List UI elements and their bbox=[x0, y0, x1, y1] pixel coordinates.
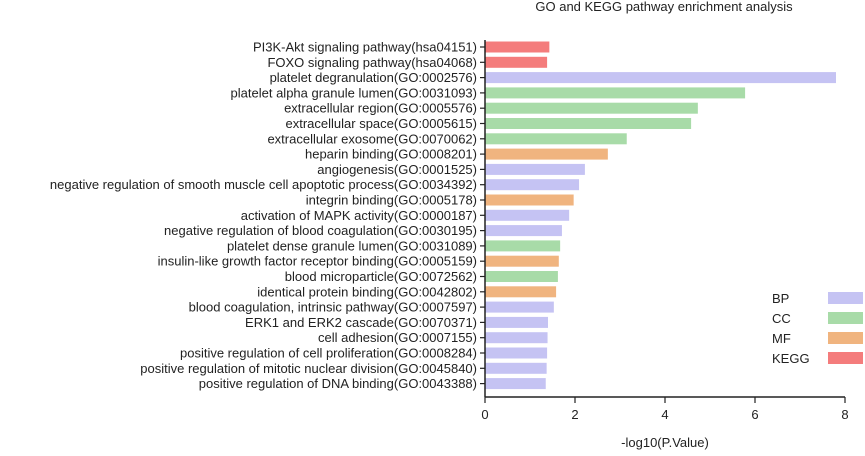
bar-label: extracellular space(GO:0005615) bbox=[286, 116, 478, 131]
bar bbox=[485, 87, 746, 99]
bar-label: FOXO signaling pathway(hsa04068) bbox=[267, 55, 477, 70]
bar-label: negative regulation of smooth muscle cel… bbox=[50, 177, 477, 192]
legend-label: CC bbox=[772, 311, 791, 326]
bar-label: blood microparticle(GO:0072562) bbox=[285, 269, 477, 284]
bar bbox=[485, 301, 554, 313]
bar-label: insulin-like growth factor receptor bind… bbox=[158, 254, 477, 269]
x-tick-label: 6 bbox=[751, 407, 758, 422]
legend-swatch bbox=[828, 312, 863, 324]
bar-label: positive regulation of cell proliferatio… bbox=[180, 346, 477, 361]
x-axis-label: -log10(P.Value) bbox=[621, 435, 709, 450]
bar-label: integrin binding(GO:0005178) bbox=[306, 193, 477, 208]
bar bbox=[485, 286, 557, 298]
legend-label: BP bbox=[772, 291, 789, 306]
bar bbox=[485, 316, 548, 328]
x-tick-label: 8 bbox=[841, 407, 848, 422]
legend-swatch bbox=[828, 332, 863, 344]
bar-label: angiogenesis(GO:0001525) bbox=[317, 162, 477, 177]
bar bbox=[485, 362, 547, 374]
legend-swatch bbox=[828, 352, 863, 364]
bar-label: positive regulation of mitotic nuclear d… bbox=[140, 361, 477, 376]
bar bbox=[485, 148, 608, 160]
bar-label: positive regulation of DNA binding(GO:00… bbox=[199, 376, 477, 391]
legend-label: KEGG bbox=[772, 351, 810, 366]
bar bbox=[485, 225, 562, 237]
bar-label: extracellular region(GO:0005576) bbox=[284, 101, 477, 116]
bar bbox=[485, 41, 550, 53]
bar-label: identical protein binding(GO:0042802) bbox=[257, 284, 477, 299]
bar-label: platelet dense granule lumen(GO:0031089) bbox=[227, 238, 477, 253]
category-labels: PI3K-Akt signaling pathway(hsa04151)FOXO… bbox=[50, 40, 485, 391]
bar-label: activation of MAPK activity(GO:0000187) bbox=[241, 208, 477, 223]
bar bbox=[485, 378, 546, 390]
bar-label: platelet alpha granule lumen(GO:0031093) bbox=[231, 85, 477, 100]
bar bbox=[485, 332, 548, 344]
bar-label: cell adhesion(GO:0007155) bbox=[318, 330, 477, 345]
x-tick-label: 4 bbox=[661, 407, 668, 422]
bar bbox=[485, 163, 585, 175]
legend-label: MF bbox=[772, 331, 791, 346]
bar bbox=[485, 347, 548, 359]
chart-title: GO and KEGG pathway enrichment analysis bbox=[535, 0, 793, 14]
bar bbox=[485, 133, 627, 145]
bar-label: ERK1 and ERK2 cascade(GO:0070371) bbox=[245, 315, 477, 330]
bars-layer bbox=[485, 41, 836, 390]
bar bbox=[485, 102, 698, 114]
bar bbox=[485, 255, 559, 267]
bar bbox=[485, 179, 580, 191]
bar-label: extracellular exosome(GO:0070062) bbox=[267, 131, 477, 146]
x-axis-ticks: 0 2 4 6 8 bbox=[481, 397, 849, 422]
x-tick-label: 0 bbox=[481, 407, 488, 422]
bar bbox=[485, 72, 836, 84]
legend-swatch bbox=[828, 292, 863, 304]
legend: BP CC MF KEGG bbox=[772, 291, 863, 366]
x-tick-label: 2 bbox=[571, 407, 578, 422]
bar-label: blood coagulation, intrinsic pathway(GO:… bbox=[189, 300, 477, 315]
bar-label: platelet degranulation(GO:0002576) bbox=[270, 70, 477, 85]
bar bbox=[485, 194, 574, 206]
bar-label: negative regulation of blood coagulation… bbox=[164, 223, 477, 238]
bar bbox=[485, 271, 558, 282]
bar-label: heparin binding(GO:0008201) bbox=[305, 147, 477, 162]
bar bbox=[485, 118, 692, 129]
bar bbox=[485, 56, 548, 68]
bar bbox=[485, 240, 561, 252]
bar bbox=[485, 209, 570, 221]
bar-label: PI3K-Akt signaling pathway(hsa04151) bbox=[253, 40, 477, 55]
